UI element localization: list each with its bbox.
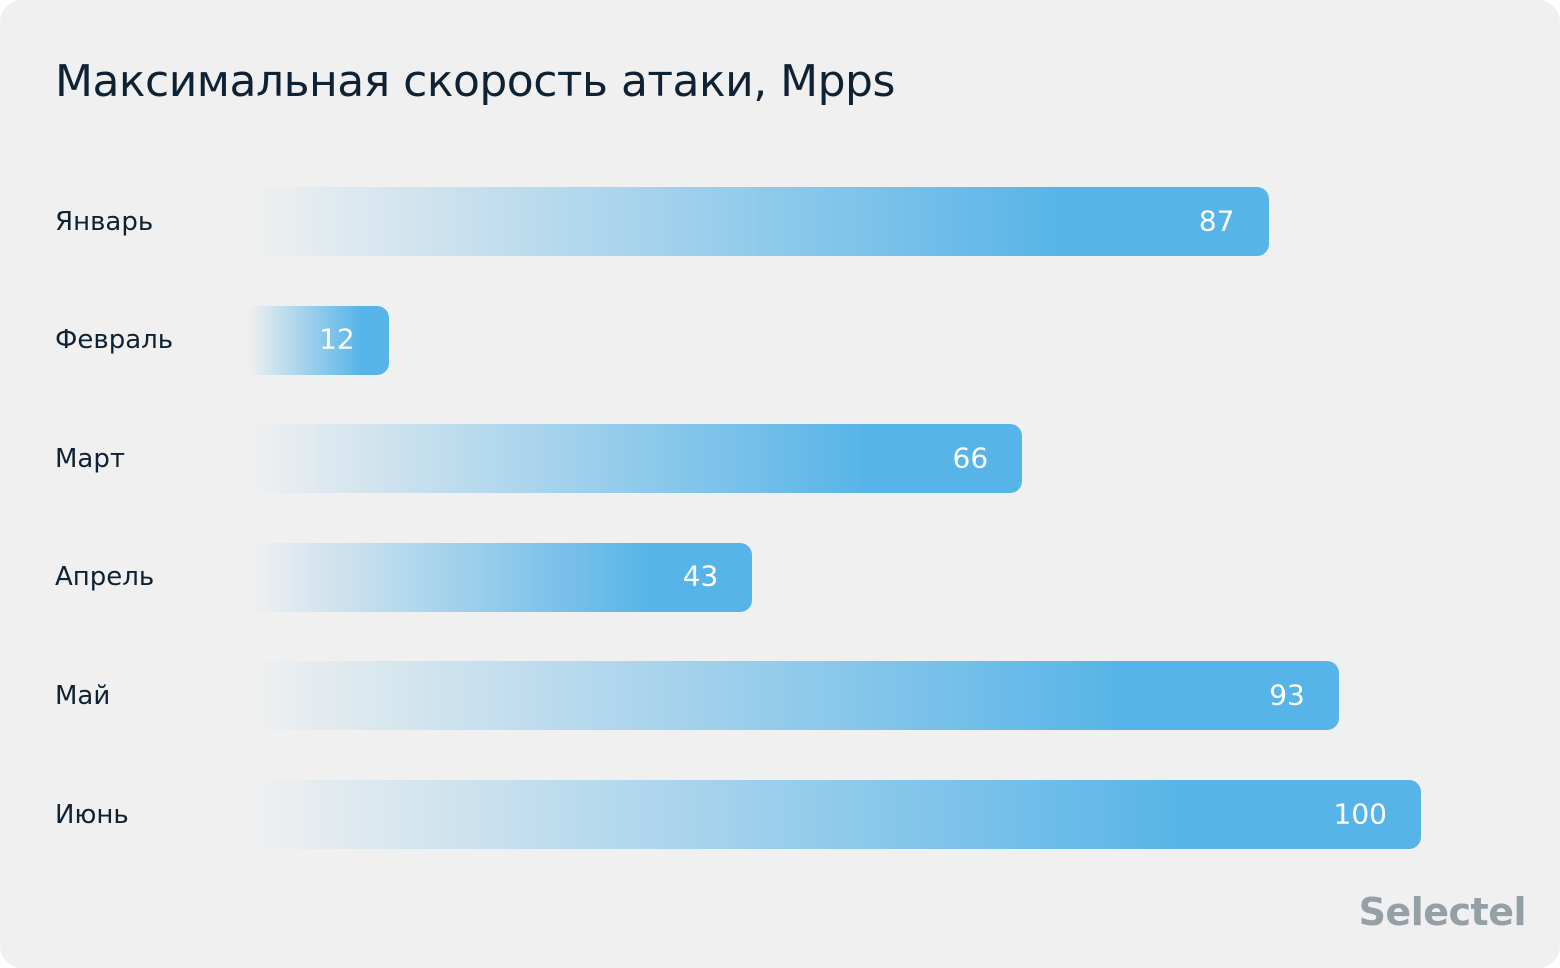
bar (248, 305, 389, 375)
bar (248, 187, 1269, 256)
data-label: 43 (682, 559, 719, 593)
bar (248, 661, 1339, 731)
data-label: 12 (319, 322, 355, 356)
chart-title: Максимальная скорость атаки, Mpps (55, 56, 895, 107)
selectel-logo: Selectel (1358, 890, 1527, 934)
data-label: 87 (1198, 204, 1235, 237)
category-label: Июнь (55, 799, 129, 830)
category-label: Апрель (55, 562, 155, 593)
category-label: Май (55, 680, 111, 711)
category-label: Февраль (55, 325, 174, 356)
bar (248, 542, 753, 612)
bar (248, 780, 1421, 849)
category-label: Март (55, 443, 126, 474)
bar (248, 424, 1023, 494)
data-label: 66 (952, 441, 989, 475)
category-label: Январь (55, 206, 154, 237)
data-label: 93 (1269, 678, 1305, 712)
data-label: 100 (1333, 797, 1387, 830)
